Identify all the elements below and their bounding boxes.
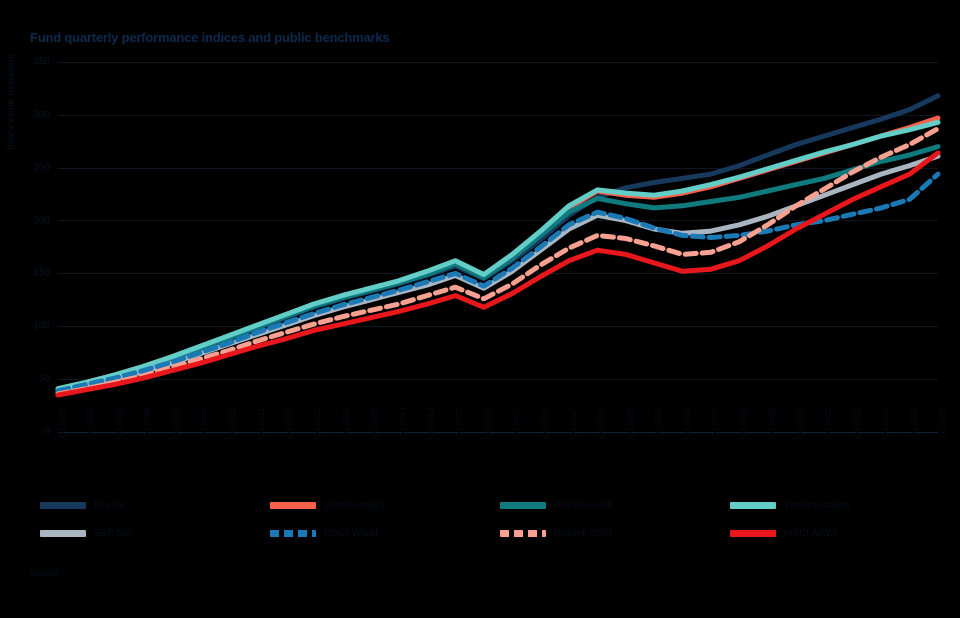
legend-label: Russell 2000 xyxy=(554,528,612,539)
x-tick-label: Q3 2011 xyxy=(256,407,266,438)
y-tick-label: 300 xyxy=(33,109,50,121)
x-tick-label: Q3 2009 xyxy=(143,407,153,438)
legend-swatch-icon xyxy=(730,530,776,537)
x-tick-label: Q3 2023 xyxy=(938,407,947,438)
y-tick-label: 250 xyxy=(33,162,50,174)
legend-swatch-icon xyxy=(500,530,546,537)
x-tick-label: Q3 2022 xyxy=(881,407,891,438)
page-title: Fund quarterly performance indices and p… xyxy=(30,30,390,45)
x-tick-label: Q1 2017 xyxy=(568,407,578,438)
series-line-buyout xyxy=(55,93,941,393)
x-tick-label: Q1 2009 xyxy=(114,407,124,438)
y-tick-label: 0 xyxy=(44,426,50,438)
legend-swatch-icon xyxy=(270,502,316,509)
x-axis-labels: Q1 2008 Q3 2008 Q1 2009 Q3 2009 Q1 2010 Q3 20… xyxy=(58,407,947,486)
legend-label: Buyout xyxy=(94,500,126,511)
source-note: Source xyxy=(30,568,59,578)
x-tick-label: Q1 2010 xyxy=(171,407,181,438)
y-tick-label: 350 xyxy=(33,56,50,68)
y-tick-label: 200 xyxy=(33,215,50,227)
x-tick-label: Q3 2020 xyxy=(767,407,777,438)
legend-label: MSCI World xyxy=(324,528,378,539)
legend-item-growth-equity[interactable]: Growth equity xyxy=(270,500,386,511)
x-tick-label: Q1 2022 xyxy=(852,407,862,438)
series-line-venture-capital xyxy=(55,119,941,392)
x-tick-label: Q3 2016 xyxy=(540,407,550,438)
legend-label: S&P 500 xyxy=(94,528,134,539)
gridline xyxy=(58,115,938,116)
x-tick-label: Q3 2015 xyxy=(483,407,493,438)
x-tick-label: Q3 2017 xyxy=(597,407,607,438)
legend-item-russell-2000[interactable]: Russell 2000 xyxy=(500,528,612,539)
x-tick-label: Q1 2023 xyxy=(909,407,919,438)
series-lines xyxy=(55,93,941,398)
y-axis-labels: 350 300 250 200 150 100 50 0 xyxy=(0,57,56,438)
legend-swatch-icon xyxy=(270,530,316,537)
x-tick-label: Q3 2019 xyxy=(710,407,720,438)
gridline xyxy=(58,379,938,380)
series-line-private-credit xyxy=(55,144,941,393)
chart-legend: Buyout Growth equity Private credit Venture… xyxy=(40,498,930,556)
x-tick-label: Q1 2013 xyxy=(341,407,351,438)
legend-item-msci-world[interactable]: MSCI World xyxy=(270,528,378,539)
x-tick-label: Q1 2015 xyxy=(455,407,465,438)
x-tick-label: Q3 2014 xyxy=(427,407,437,438)
gridline xyxy=(58,273,938,274)
legend-label: MSCI ACWI xyxy=(784,528,838,539)
series-line-msci-world xyxy=(55,171,941,394)
y-tick-label: 50 xyxy=(38,373,50,385)
gridline xyxy=(58,220,938,221)
x-tick-label: Q3 2008 xyxy=(86,407,96,438)
x-tick-label: Q1 2016 xyxy=(512,407,522,438)
x-axis-line xyxy=(58,432,938,433)
gridline xyxy=(58,62,938,63)
gridline xyxy=(58,168,938,169)
legend-label: Private credit xyxy=(554,500,613,511)
x-tick-label: Q3 2018 xyxy=(654,407,664,438)
legend-swatch-icon xyxy=(40,502,86,509)
x-tick-label: Q3 2012 xyxy=(313,407,323,438)
legend-swatch-icon xyxy=(730,502,776,509)
legend-item-sp-500[interactable]: S&P 500 xyxy=(40,528,133,539)
x-tick-label: Q1 2012 xyxy=(285,407,295,438)
x-tick-label: Q1 2008 xyxy=(58,407,67,438)
legend-label: Growth equity xyxy=(324,500,386,511)
plot-area xyxy=(55,62,941,433)
y-tick-label: 150 xyxy=(33,267,50,279)
x-tick-label: Q3 2013 xyxy=(370,407,380,438)
x-tick-label: Q1 2018 xyxy=(625,407,635,438)
x-tick-label: Q1 2011 xyxy=(228,407,238,438)
legend-swatch-icon xyxy=(500,502,546,509)
gridline xyxy=(58,326,938,327)
legend-item-venture-capital[interactable]: Venture capital xyxy=(730,500,850,511)
series-line-msci-acwi xyxy=(55,150,941,398)
x-tick-label: Q1 2021 xyxy=(796,407,806,438)
legend-item-msci-acwi[interactable]: MSCI ACWI xyxy=(730,528,837,539)
x-tick-label: Q1 2020 xyxy=(739,407,749,438)
series-line-russell-2000 xyxy=(55,126,941,397)
x-tick-label: Q1 2014 xyxy=(398,407,408,438)
legend-swatch-icon xyxy=(40,530,86,537)
legend-item-buyout[interactable]: Buyout xyxy=(40,500,125,511)
x-tick-label: Q1 2019 xyxy=(682,407,692,438)
legend-label: Venture capital xyxy=(784,500,851,511)
y-tick-label: 100 xyxy=(33,320,50,332)
legend-item-private-credit[interactable]: Private credit xyxy=(500,500,612,511)
x-tick-label: Q3 2021 xyxy=(824,407,834,438)
x-tick-label: Q3 2010 xyxy=(199,407,209,438)
